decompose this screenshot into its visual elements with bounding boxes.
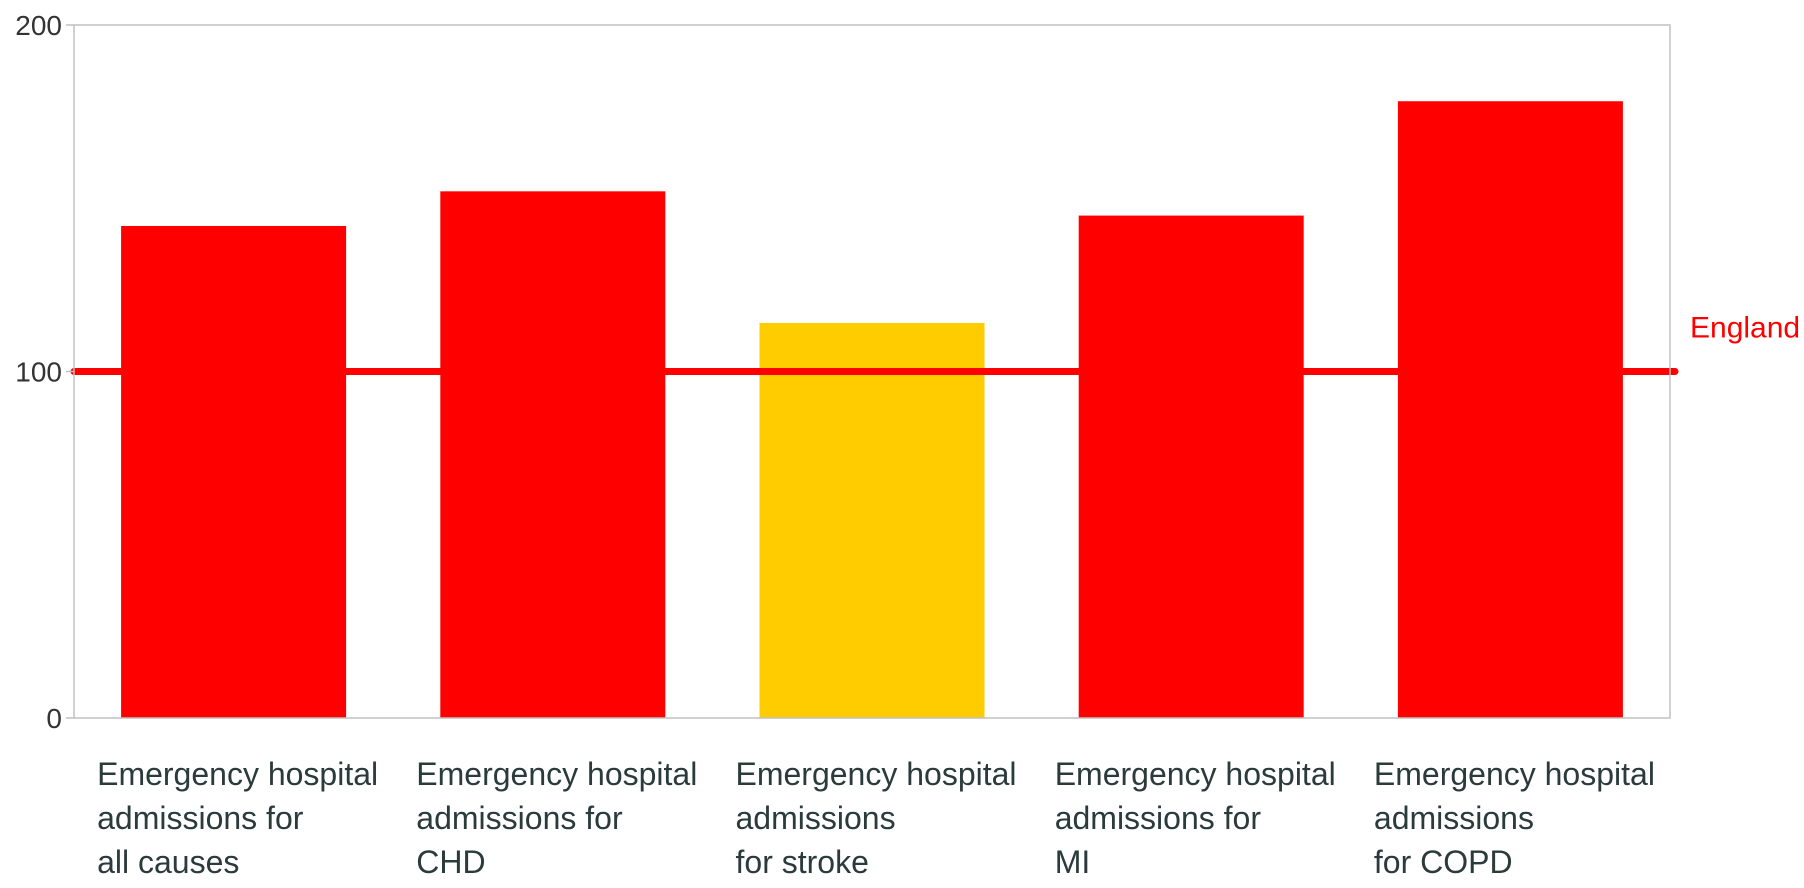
category-label-line: admissions for: [1055, 800, 1262, 836]
axes-layer: 0 100 200: [15, 10, 1671, 734]
category-label-line: Emergency hospital: [736, 756, 1017, 792]
bar: [759, 322, 985, 718]
y-tick-label: 100: [15, 357, 62, 388]
labels-layer: Emergency hospital admissions for all caus…: [97, 756, 1655, 880]
category-label: Emergency hospital admissions for stroke: [736, 756, 1017, 880]
category-label-line: all causes: [97, 844, 239, 880]
category-label-line: MI: [1055, 844, 1091, 880]
category-label-line: Emergency hospital: [416, 756, 697, 792]
category-label: Emergency hospital admissions for MI: [1055, 756, 1336, 880]
category-label-line: CHD: [416, 844, 485, 880]
category-label-line: admissions: [1374, 800, 1534, 836]
category-label: Emergency hospital admissions for COPD: [1374, 756, 1655, 880]
england-reference-label: England: [1690, 312, 1800, 345]
y-tick-label: 200: [15, 10, 62, 41]
category-label-line: Emergency hospital: [97, 756, 378, 792]
category-label: Emergency hospital admissions for CHD: [416, 756, 697, 880]
bar: [440, 191, 666, 718]
category-label-line: admissions for: [97, 800, 304, 836]
bars-layer: [121, 101, 1623, 719]
y-tick-label: 0: [46, 703, 62, 734]
category-label-line: admissions for: [416, 800, 623, 836]
category-label-line: for COPD: [1374, 844, 1513, 880]
category-label-line: admissions: [736, 800, 896, 836]
category-label-line: for stroke: [736, 844, 869, 880]
category-label: Emergency hospital admissions for all caus…: [97, 756, 378, 880]
bar: [1397, 101, 1623, 719]
reference-layer: England: [70, 312, 1800, 375]
category-label-line: Emergency hospital: [1374, 756, 1655, 792]
bar: [121, 225, 347, 718]
category-label-line: Emergency hospital: [1055, 756, 1336, 792]
bar: [1078, 215, 1304, 718]
